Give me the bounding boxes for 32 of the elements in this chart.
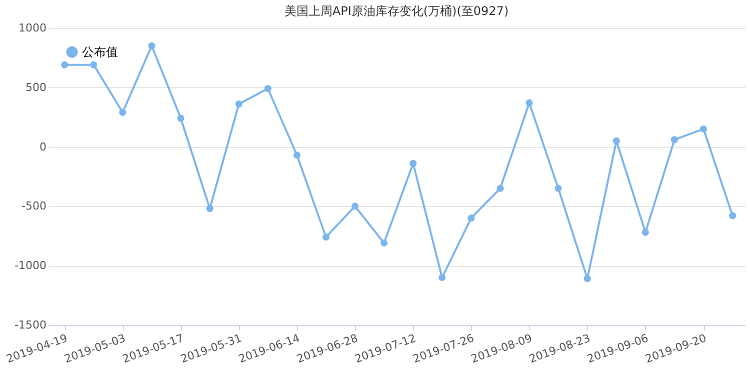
point (61, 61, 68, 68)
point (670, 136, 678, 144)
point (612, 137, 620, 144)
legend-label: 公布值 (82, 45, 118, 59)
point (410, 160, 417, 167)
point (700, 125, 708, 133)
point (177, 114, 184, 122)
y-tick-label: -1000 (14, 259, 46, 272)
point (148, 42, 156, 50)
chart-title: 美国上周API原油库存变化(万桶)(至0927) (284, 4, 509, 18)
point (380, 240, 388, 247)
y-tick-label: 500 (26, 80, 46, 94)
point (322, 234, 330, 241)
point (729, 212, 736, 220)
point (438, 274, 446, 282)
point (496, 184, 504, 192)
point (264, 85, 272, 92)
point (90, 61, 98, 68)
point (206, 205, 214, 212)
y-tick-label: -500 (22, 200, 46, 213)
point (584, 275, 591, 282)
y-tick-label: -1500 (14, 318, 46, 332)
point (526, 99, 533, 106)
point (235, 100, 242, 108)
y-tick-label: 0 (40, 140, 46, 154)
point (293, 152, 300, 159)
y-tick-label: 1000 (18, 22, 46, 34)
point (119, 108, 126, 116)
point (642, 228, 649, 236)
point (554, 184, 562, 192)
point (468, 214, 475, 222)
point (351, 202, 359, 210)
